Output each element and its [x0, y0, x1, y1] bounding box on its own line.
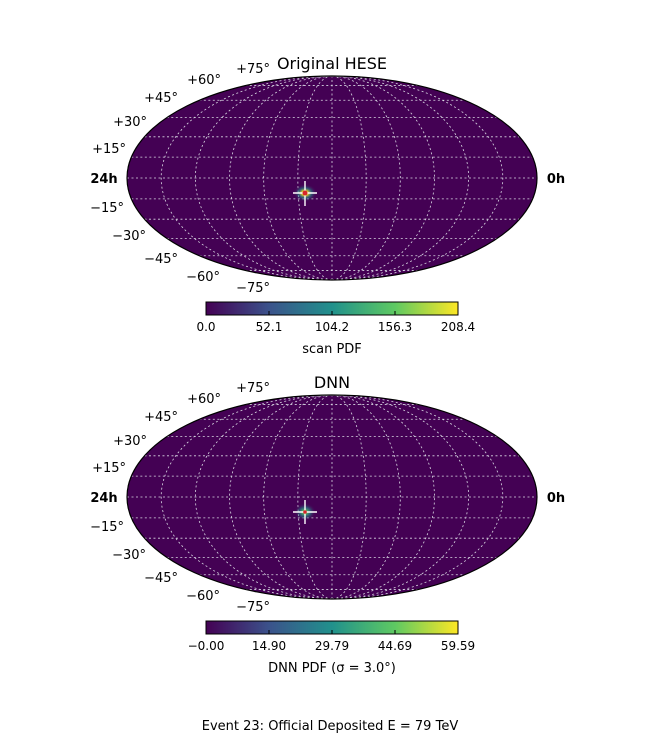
- colorbar-tick: 44.69: [378, 639, 412, 653]
- dec-label: −60°: [186, 589, 220, 604]
- dec-label: +60°: [187, 73, 221, 88]
- dec-label: +30°: [113, 434, 147, 449]
- sky-map-border: [126, 75, 538, 281]
- meridian-line: [331, 76, 367, 280]
- colorbar-tick-marks: [205, 630, 459, 634]
- meridian-line: [331, 395, 470, 599]
- sky-map-background: [127, 395, 537, 599]
- dec-label: +45°: [144, 91, 178, 106]
- dec-label: −30°: [112, 548, 146, 563]
- colorbar-tick: 52.1: [256, 320, 283, 334]
- meridian-line: [160, 76, 333, 280]
- meridian-line: [331, 76, 435, 280]
- meridian-line: [331, 395, 435, 599]
- dec-label: −45°: [144, 571, 178, 586]
- meridian-line: [297, 76, 333, 280]
- colorbar: 0.0 52.1 104.2 156.3 208.4 scan PDF: [196, 301, 475, 357]
- colorbar-tick: 156.3: [378, 320, 412, 334]
- dec-label: −30°: [112, 229, 146, 244]
- ra-label-left: 24h: [90, 172, 117, 187]
- ra-label-right: 0h: [547, 172, 565, 187]
- meridian-line: [229, 76, 333, 280]
- dec-label: −75°: [236, 600, 270, 615]
- panel-title: DNN: [314, 373, 350, 392]
- meridian-line: [194, 76, 333, 280]
- colorbar-tick: −0.00: [188, 639, 225, 653]
- colorbar-tick: 14.90: [252, 639, 286, 653]
- meridian-line: [160, 395, 333, 599]
- ra-label-left: 24h: [90, 491, 117, 506]
- dec-label: +15°: [92, 142, 126, 157]
- colorbar-tick: 29.79: [315, 639, 349, 653]
- meridian-line: [331, 395, 367, 599]
- dec-label: +45°: [144, 410, 178, 425]
- dec-label: +60°: [187, 392, 221, 407]
- colorbar-tick-marks: [205, 311, 459, 315]
- sky-map-background: [127, 76, 537, 280]
- dec-label: +75°: [236, 62, 270, 77]
- colorbar-tick: 208.4: [441, 320, 475, 334]
- sky-map-border: [126, 394, 538, 600]
- dec-label: −15°: [90, 520, 124, 535]
- ra-label-right: 0h: [547, 491, 565, 506]
- meridian-line: [263, 395, 333, 599]
- best-fit-marker: [293, 500, 317, 524]
- meridian-line: [194, 395, 333, 599]
- meridian-line: [263, 76, 333, 280]
- colorbar-tick: 59.59: [441, 639, 475, 653]
- dec-label: −15°: [90, 201, 124, 216]
- meridian-line: [229, 395, 333, 599]
- panel-original-hese: Original HESE 24h 0h +75° +60° +45° +30°…: [90, 54, 565, 357]
- sky-grid: [127, 395, 537, 599]
- colorbar: −0.00 14.90 29.79 44.69 59.59 DNN PDF (σ…: [188, 620, 475, 676]
- dec-label: +15°: [92, 461, 126, 476]
- colorbar-tick: 104.2: [315, 320, 349, 334]
- meridian-line: [331, 395, 401, 599]
- sky-grid: [127, 76, 537, 280]
- panel-title: Original HESE: [277, 54, 387, 73]
- figure-caption: Event 23: Official Deposited E = 79 TeV: [202, 719, 459, 734]
- meridian-line: [331, 76, 470, 280]
- dec-label: +75°: [236, 381, 270, 396]
- meridian-line: [331, 76, 504, 280]
- dec-label: −60°: [186, 270, 220, 285]
- colorbar-tick: 0.0: [196, 320, 215, 334]
- colorbar-label: scan PDF: [302, 342, 362, 357]
- colorbar-label: DNN PDF (σ = 3.0°): [268, 661, 396, 676]
- meridian-line: [331, 395, 504, 599]
- dec-label: −45°: [144, 252, 178, 267]
- dec-label: −75°: [236, 281, 270, 296]
- best-fit-marker: [293, 181, 317, 206]
- meridian-line: [331, 76, 401, 280]
- meridian-line: [297, 395, 333, 599]
- panel-dnn: DNN 24h 0h +75° +60° +45° +30° +15° −15°…: [90, 373, 565, 676]
- dec-label: +30°: [113, 115, 147, 130]
